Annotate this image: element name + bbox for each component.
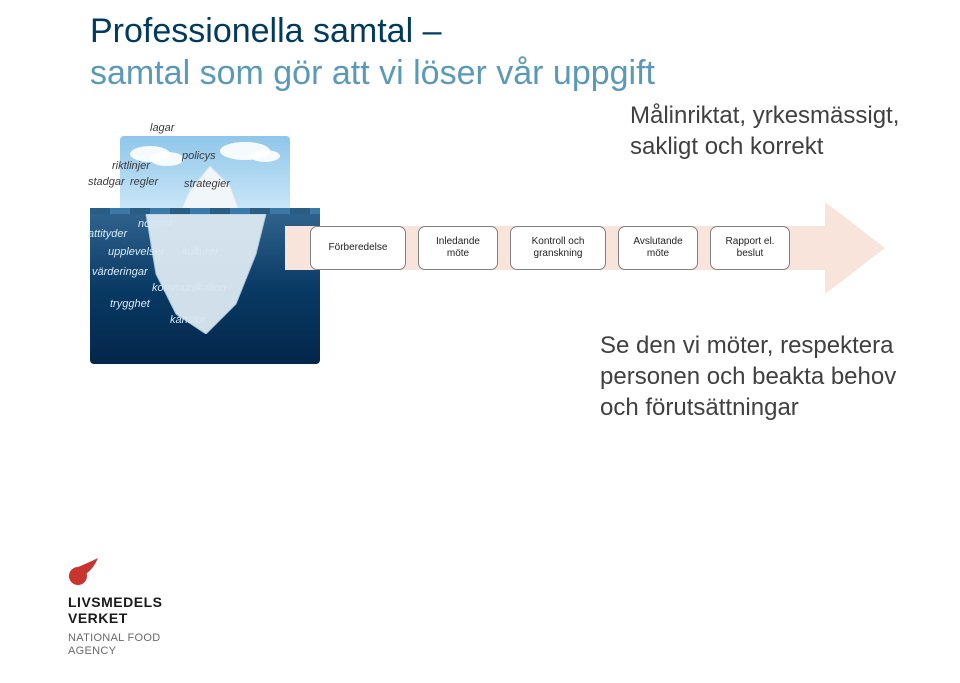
logo: LIVSMEDELS VERKET NATIONAL FOOD AGENCY (68, 556, 162, 659)
process-box-3: Kontroll ochgranskning (510, 226, 606, 270)
iceberg-label-above: riktlinjer (112, 160, 150, 172)
iceberg-label-above: strategier (184, 178, 230, 190)
logo-sub-l1: NATIONAL FOOD (68, 632, 161, 644)
bottom-text-l1: Se den vi möter, respektera (600, 332, 893, 359)
iceberg-label-below: kommunikation (152, 282, 226, 294)
process-boxes: Förberedelse Inledandemöte Kontroll ochg… (310, 226, 790, 270)
process-box-1-label: Förberedelse (329, 242, 388, 254)
subtitle-l2: sakligt och korrekt (630, 133, 823, 160)
process-box-3-label: Kontroll ochgranskning (532, 236, 585, 260)
subtitle: Målinriktat, yrkesmässigt, sakligt och k… (630, 100, 899, 162)
iceberg-label-above: stadgar (88, 176, 125, 188)
bottom-text-l3: och förutsättningar (600, 394, 799, 421)
process-box-5: Rapport el.beslut (710, 226, 790, 270)
process-box-2: Inledandemöte (418, 226, 498, 270)
bottom-text-l2: personen och beakta behov (600, 363, 896, 390)
iceberg-label-above: lagar (150, 122, 174, 134)
process-box-4-label: Avslutandemöte (633, 236, 682, 260)
logo-sub-l2: AGENCY (68, 645, 116, 657)
iceberg-label-below: kulturer (182, 246, 219, 258)
bottom-text: Se den vi möter, respektera personen och… (600, 330, 896, 424)
logo-icon (68, 556, 102, 586)
logo-subtitle: NATIONAL FOOD AGENCY (68, 632, 162, 658)
iceberg-label-below: trygghet (110, 298, 150, 310)
logo-name-l1: LIVSMEDELS (68, 594, 162, 610)
process-box-1: Förberedelse (310, 226, 406, 270)
iceberg-label-below: värderingar (92, 266, 148, 278)
iceberg-label-below: normer (138, 218, 173, 230)
process-box-2-label: Inledandemöte (436, 236, 480, 260)
iceberg-label-below: känslor (170, 314, 205, 326)
slide-root: Professionella samtal – samtal som gör a… (0, 0, 960, 683)
iceberg-label-above: regler (130, 176, 158, 188)
iceberg-label-below: upplevelser (108, 246, 164, 258)
title-line2: samtal som gör att vi löser vår uppgift (90, 54, 655, 93)
ice-submerged (136, 214, 276, 334)
logo-name: LIVSMEDELS VERKET (68, 594, 162, 626)
iceberg-label-above: policys (182, 150, 216, 162)
iceberg-label-below: attityder (88, 228, 127, 240)
title-line1: Professionella samtal – (90, 12, 442, 51)
logo-name-l2: VERKET (68, 610, 128, 626)
subtitle-l1: Målinriktat, yrkesmässigt, (630, 102, 899, 129)
process-box-5-label: Rapport el.beslut (726, 236, 775, 260)
process-box-4: Avslutandemöte (618, 226, 698, 270)
